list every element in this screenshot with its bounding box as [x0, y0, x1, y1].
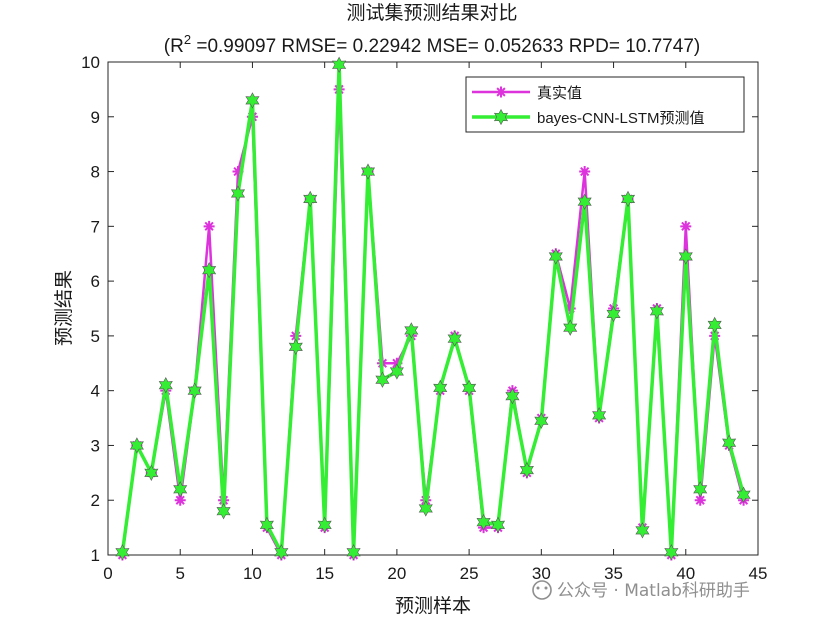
series-pred [115, 56, 751, 561]
y-tick-label: 6 [91, 272, 100, 291]
point-pred [158, 377, 173, 394]
point-true [391, 357, 403, 369]
point-pred [620, 190, 636, 208]
point-true [694, 494, 706, 506]
subtitle-prefix: (R [164, 36, 184, 57]
x-tick-label: 45 [749, 564, 768, 583]
point-pred [476, 513, 491, 531]
point-pred [173, 481, 188, 498]
point-pred [534, 412, 549, 429]
point-pred [389, 363, 404, 380]
legend: 真实值 bayes-CNN-LSTM预测值 [465, 76, 745, 133]
legend-marker-true [495, 86, 507, 98]
point-pred [462, 379, 477, 397]
subtitle-metrics: =0.99097 RMSE= 0.22942 MSE= 0.052633 RPD… [191, 36, 700, 57]
point-pred [606, 305, 621, 323]
point-pred [360, 163, 376, 180]
point-pred [577, 193, 592, 210]
y-tick-label: 9 [91, 108, 100, 127]
point-pred [519, 461, 534, 479]
x-tick-label: 30 [532, 564, 551, 583]
wechat-icon [532, 580, 552, 600]
point-pred [678, 248, 693, 265]
point-pred [548, 248, 563, 265]
point-pred [736, 486, 751, 503]
wechat-icon-eye-left [536, 586, 540, 590]
y-tick-label: 1 [91, 546, 100, 565]
point-pred [346, 544, 361, 561]
point-pred [707, 316, 722, 334]
point-pred [230, 185, 246, 202]
point-pred [490, 516, 506, 534]
point-pred [664, 544, 679, 561]
point-pred [129, 437, 144, 454]
point-pred [375, 371, 390, 388]
y-tick-label: 7 [91, 217, 100, 236]
legend-label-true: 真实值 [537, 84, 582, 102]
point-pred [216, 503, 231, 520]
legend-label-pred: bayes-CNN-LSTM预测值 [537, 110, 705, 127]
chart-title: 测试集预测结果对比 [346, 2, 517, 24]
x-tick-label: 35 [604, 564, 623, 583]
watermark: 公众号 · Matlab科研助手 [532, 580, 750, 601]
chart-subtitle: (R2 =0.99097 RMSE= 0.22942 MSE= 0.052633… [164, 32, 700, 57]
point-true [174, 494, 186, 506]
point-pred [259, 516, 274, 534]
point-pred [187, 382, 202, 399]
point-pred [433, 379, 448, 397]
point-pred [202, 262, 217, 279]
point-pred [317, 516, 332, 534]
point-pred [274, 544, 289, 561]
point-pred [245, 92, 260, 109]
point-true [564, 303, 576, 314]
x-tick-label: 0 [103, 564, 112, 583]
subtitle-superscript: 2 [184, 32, 191, 47]
point-pred [288, 338, 303, 355]
point-pred [563, 319, 578, 336]
point-pred [303, 190, 318, 208]
y-tick-label: 3 [91, 436, 100, 455]
point-pred [592, 407, 607, 424]
point-pred [649, 303, 664, 320]
series-layer [115, 56, 751, 561]
point-pred [418, 500, 433, 517]
y-axis-label: 预测结果 [53, 270, 75, 346]
x-tick-label: 20 [387, 564, 406, 583]
x-tick-label: 25 [460, 564, 479, 583]
point-true [579, 166, 591, 178]
x-tick-label: 15 [315, 564, 334, 583]
point-pred [115, 544, 130, 561]
x-tick-label: 40 [676, 564, 695, 583]
y-tick-label: 2 [91, 491, 100, 510]
x-axis-label: 预测样本 [395, 595, 471, 617]
point-pred [635, 522, 650, 539]
point-true [680, 220, 692, 232]
point-pred [144, 464, 159, 481]
plot-area [107, 61, 759, 556]
x-tick-label: 10 [243, 564, 262, 583]
point-true [232, 166, 244, 178]
watermark-text: 公众号 · Matlab科研助手 [557, 581, 750, 601]
point-pred [722, 434, 737, 451]
y-tick-label: 8 [91, 163, 100, 182]
legend-box [465, 76, 745, 133]
y-tick-label: 4 [91, 382, 100, 401]
series-line-pred [120, 62, 746, 555]
point-true [203, 220, 215, 232]
wechat-icon-eye-right [544, 586, 548, 590]
x-tick-label: 5 [175, 564, 184, 583]
point-pred [447, 330, 462, 347]
point-pred [693, 481, 708, 498]
y-tick-label: 5 [91, 327, 100, 346]
legend-marker-pred [493, 108, 509, 126]
point-pred [404, 322, 419, 339]
y-tick-label: 10 [81, 53, 100, 72]
point-pred [332, 56, 347, 73]
point-pred [505, 387, 520, 405]
